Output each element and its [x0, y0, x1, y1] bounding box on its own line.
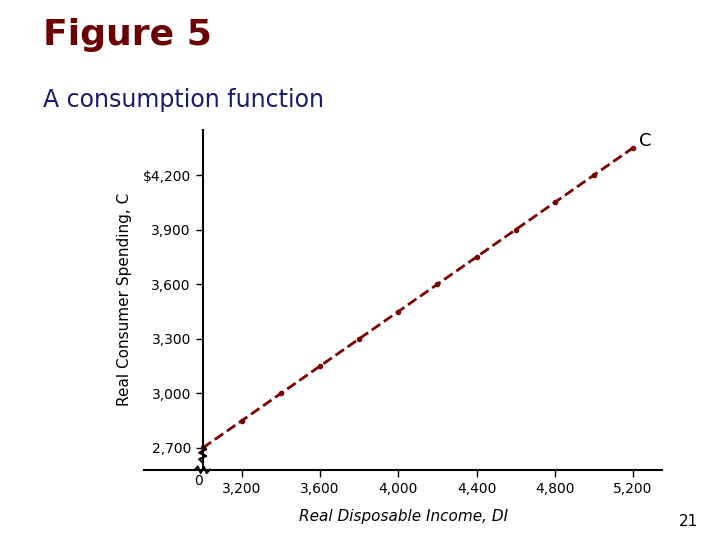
- Y-axis label: Real Consumer Spending, C: Real Consumer Spending, C: [117, 193, 132, 406]
- Text: Figure 5: Figure 5: [43, 18, 212, 52]
- Text: C: C: [639, 132, 652, 150]
- Text: 0: 0: [194, 474, 203, 488]
- Text: A consumption function: A consumption function: [43, 88, 324, 112]
- X-axis label: Real Disposable Income, DI: Real Disposable Income, DI: [299, 510, 508, 524]
- Text: 21: 21: [679, 514, 698, 529]
